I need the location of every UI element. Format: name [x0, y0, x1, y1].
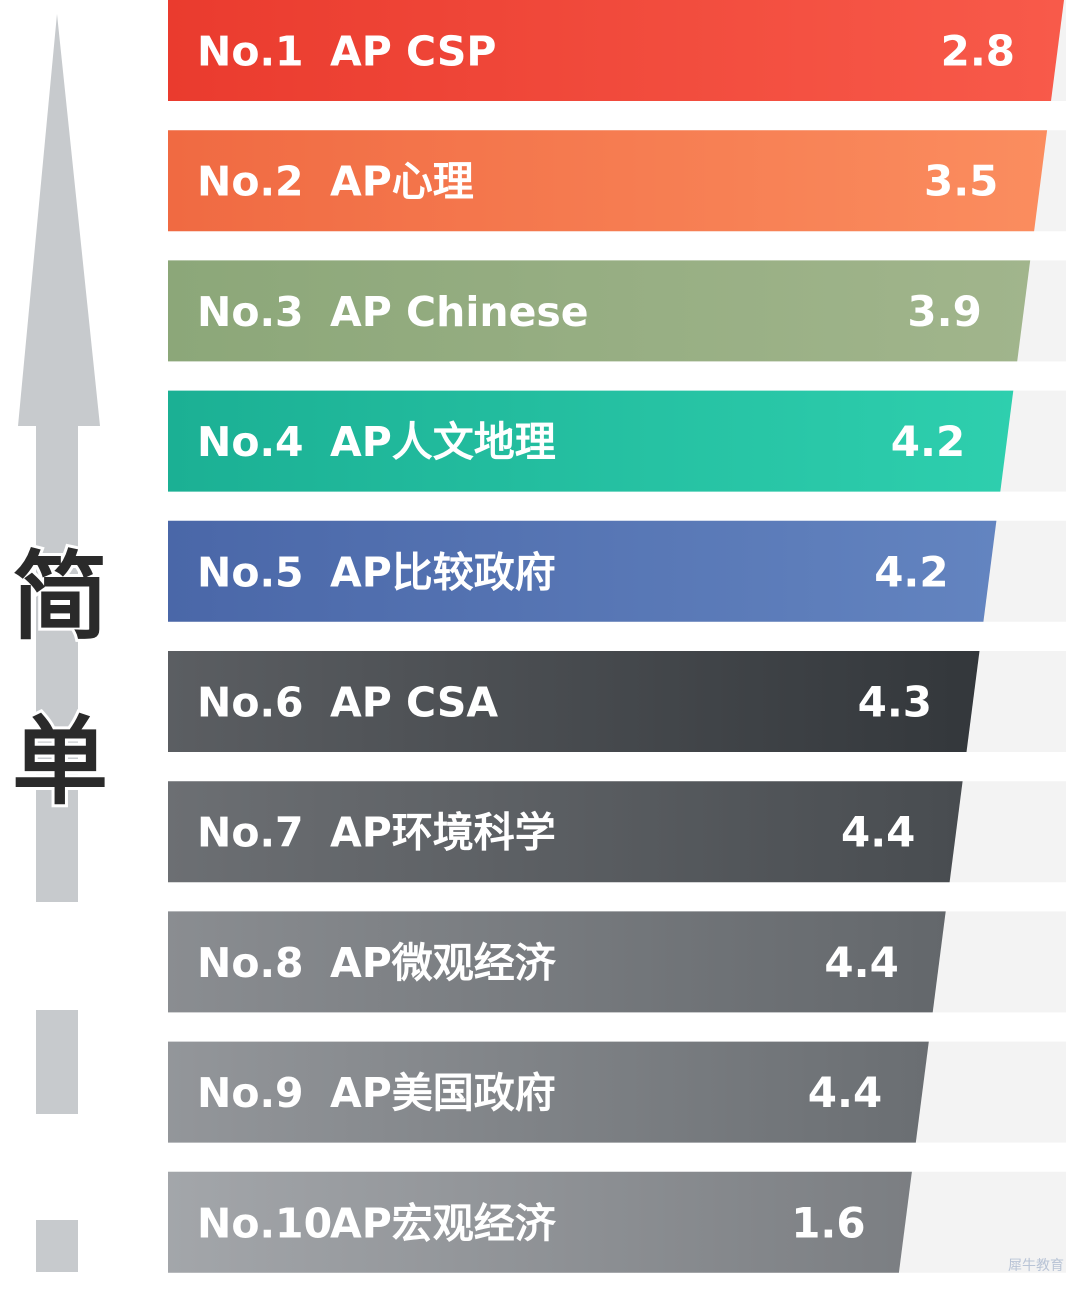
rank-label: No.10 [197, 1199, 332, 1247]
bar-7 [168, 781, 963, 883]
bars-layer: No.1 AP CSP 2.8 No.2 AP心理 3.5 No.3 AP Chinese 3.… [168, 0, 1066, 1273]
difficulty-arrow [18, 14, 100, 1272]
value-label: 4.4 [841, 808, 915, 857]
subject-label: AP环境科学 [330, 809, 556, 857]
value-label: 3.9 [907, 287, 981, 336]
subject-label: AP心理 [330, 158, 474, 206]
bar-1 [168, 0, 1064, 101]
bar-3 [168, 260, 1031, 362]
bar-8 [168, 911, 946, 1013]
rank-label: No.4 [197, 418, 304, 466]
value-label: 4.3 [858, 678, 932, 727]
rank-label: No.6 [197, 679, 304, 727]
arrow-head [18, 14, 100, 426]
subject-label: AP美国政府 [330, 1069, 556, 1117]
rank-label: No.3 [197, 288, 304, 336]
rank-label: No.2 [197, 158, 304, 206]
subject-label: AP Chinese [330, 288, 589, 336]
arrow-dash-2 [36, 1220, 78, 1272]
value-label: 4.4 [824, 938, 898, 987]
value-label: 4.2 [891, 417, 965, 466]
bar-4 [168, 390, 1014, 492]
bar-10 [168, 1171, 912, 1273]
rank-label: No.8 [197, 939, 304, 987]
bar-6 [168, 651, 980, 752]
arrow-shaft [36, 426, 78, 902]
subject-label: AP CSP [330, 28, 496, 76]
rank-label: No.1 [197, 28, 304, 76]
subject-label: AP CSA [330, 679, 498, 727]
subject-label: AP人文地理 [330, 418, 556, 466]
rank-label: No.7 [197, 809, 304, 857]
value-label: 1.6 [791, 1198, 865, 1247]
bar-2 [168, 130, 1048, 232]
side-label-char-1: 简 [12, 541, 108, 653]
arrow-dash-1 [36, 1010, 78, 1114]
side-label-char-2: 单 [12, 706, 108, 818]
value-label: 4.4 [808, 1068, 882, 1117]
value-label: 3.5 [924, 157, 998, 206]
watermark-text: 犀牛教育 [1008, 1258, 1064, 1274]
subject-label: AP宏观经济 [330, 1199, 557, 1247]
rank-label: No.5 [197, 548, 304, 596]
rank-label: No.9 [197, 1069, 304, 1117]
subject-label: AP微观经济 [330, 939, 557, 987]
bar-5 [168, 520, 997, 622]
value-label: 2.8 [941, 27, 1015, 76]
value-label: 4.2 [874, 547, 948, 596]
subject-label: AP比较政府 [330, 548, 556, 596]
bar-9 [168, 1041, 929, 1143]
